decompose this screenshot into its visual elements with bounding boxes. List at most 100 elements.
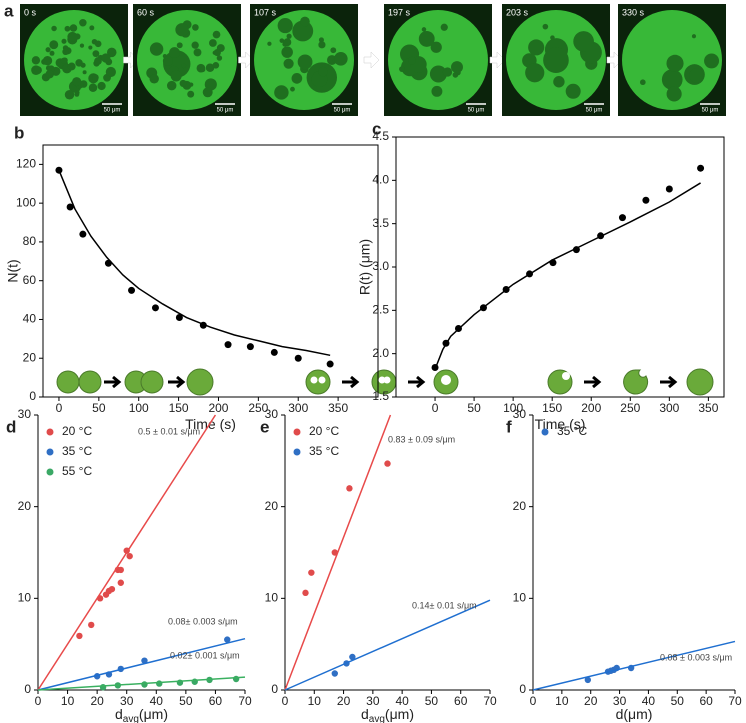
bubble <box>661 69 683 90</box>
bubble <box>542 23 549 30</box>
fit-line <box>37 414 217 691</box>
bubble <box>283 58 294 69</box>
legend-label: 20 °C <box>62 424 92 438</box>
x-tick-label: 50 <box>92 401 106 415</box>
x-tick-label: 20 <box>90 694 104 708</box>
bubble <box>31 65 41 75</box>
y-tick-label: 30 <box>18 407 32 421</box>
data-point <box>246 343 254 351</box>
bubble <box>440 23 448 31</box>
bubble <box>573 31 594 52</box>
y-tick-label: 100 <box>16 195 36 209</box>
bubble <box>291 73 303 84</box>
bubble <box>451 61 463 74</box>
y-tick-label: 20 <box>18 499 32 513</box>
bubble <box>181 63 187 69</box>
bubble <box>64 89 75 100</box>
legend-marker <box>46 428 54 436</box>
bubble <box>318 37 324 43</box>
bubble <box>166 80 177 91</box>
data-point <box>76 632 83 640</box>
x-tick-label: 150 <box>542 401 562 415</box>
panel-label: d <box>6 417 16 436</box>
x-axis-title: davg(μm) <box>115 706 168 723</box>
legend-label: 20 °C <box>309 424 339 438</box>
plot-frame <box>395 136 725 398</box>
bubble <box>62 48 69 56</box>
data-point <box>618 214 626 222</box>
x-tick-label: 30 <box>366 694 380 708</box>
bubble <box>64 25 71 32</box>
data-point <box>642 196 650 204</box>
bubble <box>528 39 545 56</box>
bubble <box>170 70 182 82</box>
bubble <box>431 85 443 97</box>
bubble <box>80 62 86 68</box>
bubble <box>187 90 195 98</box>
bubble <box>399 66 405 73</box>
x-tick-label: 70 <box>728 694 742 708</box>
bubble <box>49 50 55 56</box>
y-tick-label: 4.5 <box>372 129 389 143</box>
legend-label: 35 °C <box>62 444 92 458</box>
legend-marker <box>293 428 301 436</box>
bubble <box>162 55 173 66</box>
bubble <box>79 43 85 48</box>
scale-bar-label: 50 μm <box>468 108 485 114</box>
bubble <box>553 76 565 88</box>
x-axis-title-main: d <box>361 706 369 722</box>
scale-bar-label: 50 μm <box>334 108 351 114</box>
bubble <box>94 57 102 65</box>
bubble <box>88 83 98 92</box>
x-axis-title: Time (s) <box>535 416 586 432</box>
data-point <box>331 670 338 677</box>
legend-marker <box>541 428 549 436</box>
frame-arrow <box>489 51 506 69</box>
bubble <box>525 63 545 83</box>
data-point <box>151 304 159 312</box>
bubble <box>334 51 348 66</box>
scale-bar-label: 50 μm <box>586 108 603 114</box>
bubble <box>192 24 199 31</box>
bubble <box>97 81 106 91</box>
bubble <box>408 56 416 65</box>
x-axis-title-main: d <box>115 706 123 722</box>
x-tick-label: 30 <box>613 694 627 708</box>
x-tick-label: 60 <box>209 694 223 708</box>
bubble <box>318 41 326 49</box>
data-point <box>156 680 163 687</box>
bubble <box>149 74 159 84</box>
bubble <box>88 45 93 50</box>
y-tick-label: 4.0 <box>372 173 389 187</box>
y-tick-label: 10 <box>18 591 32 605</box>
x-tick-label: 250 <box>248 401 268 415</box>
x-tick-label: 10 <box>61 694 75 708</box>
bubble <box>281 46 293 58</box>
data-point <box>141 681 148 688</box>
panel-label: c <box>372 119 381 138</box>
bubble <box>82 70 87 75</box>
bubble <box>169 47 180 58</box>
bubble <box>67 62 76 71</box>
fit-line <box>58 169 331 357</box>
data-point <box>349 653 356 661</box>
data-point <box>79 230 87 238</box>
x-axis-title-main: d <box>616 706 624 722</box>
data-point <box>584 676 592 684</box>
bubble <box>689 68 704 83</box>
bubble <box>290 86 295 92</box>
x-tick-label: 10 <box>308 694 322 708</box>
x-tick-label: 0 <box>56 401 63 415</box>
bubble <box>67 31 78 42</box>
bubble <box>208 39 217 47</box>
fit-line <box>434 182 701 370</box>
frame-time: 330 s <box>622 7 645 17</box>
y-tick-label: 0 <box>29 389 36 403</box>
data-point <box>384 460 391 467</box>
fit-line <box>37 676 246 691</box>
x-tick-label: 250 <box>620 401 640 415</box>
bubble <box>193 48 202 57</box>
bubble <box>666 54 684 72</box>
bubble <box>429 65 447 83</box>
